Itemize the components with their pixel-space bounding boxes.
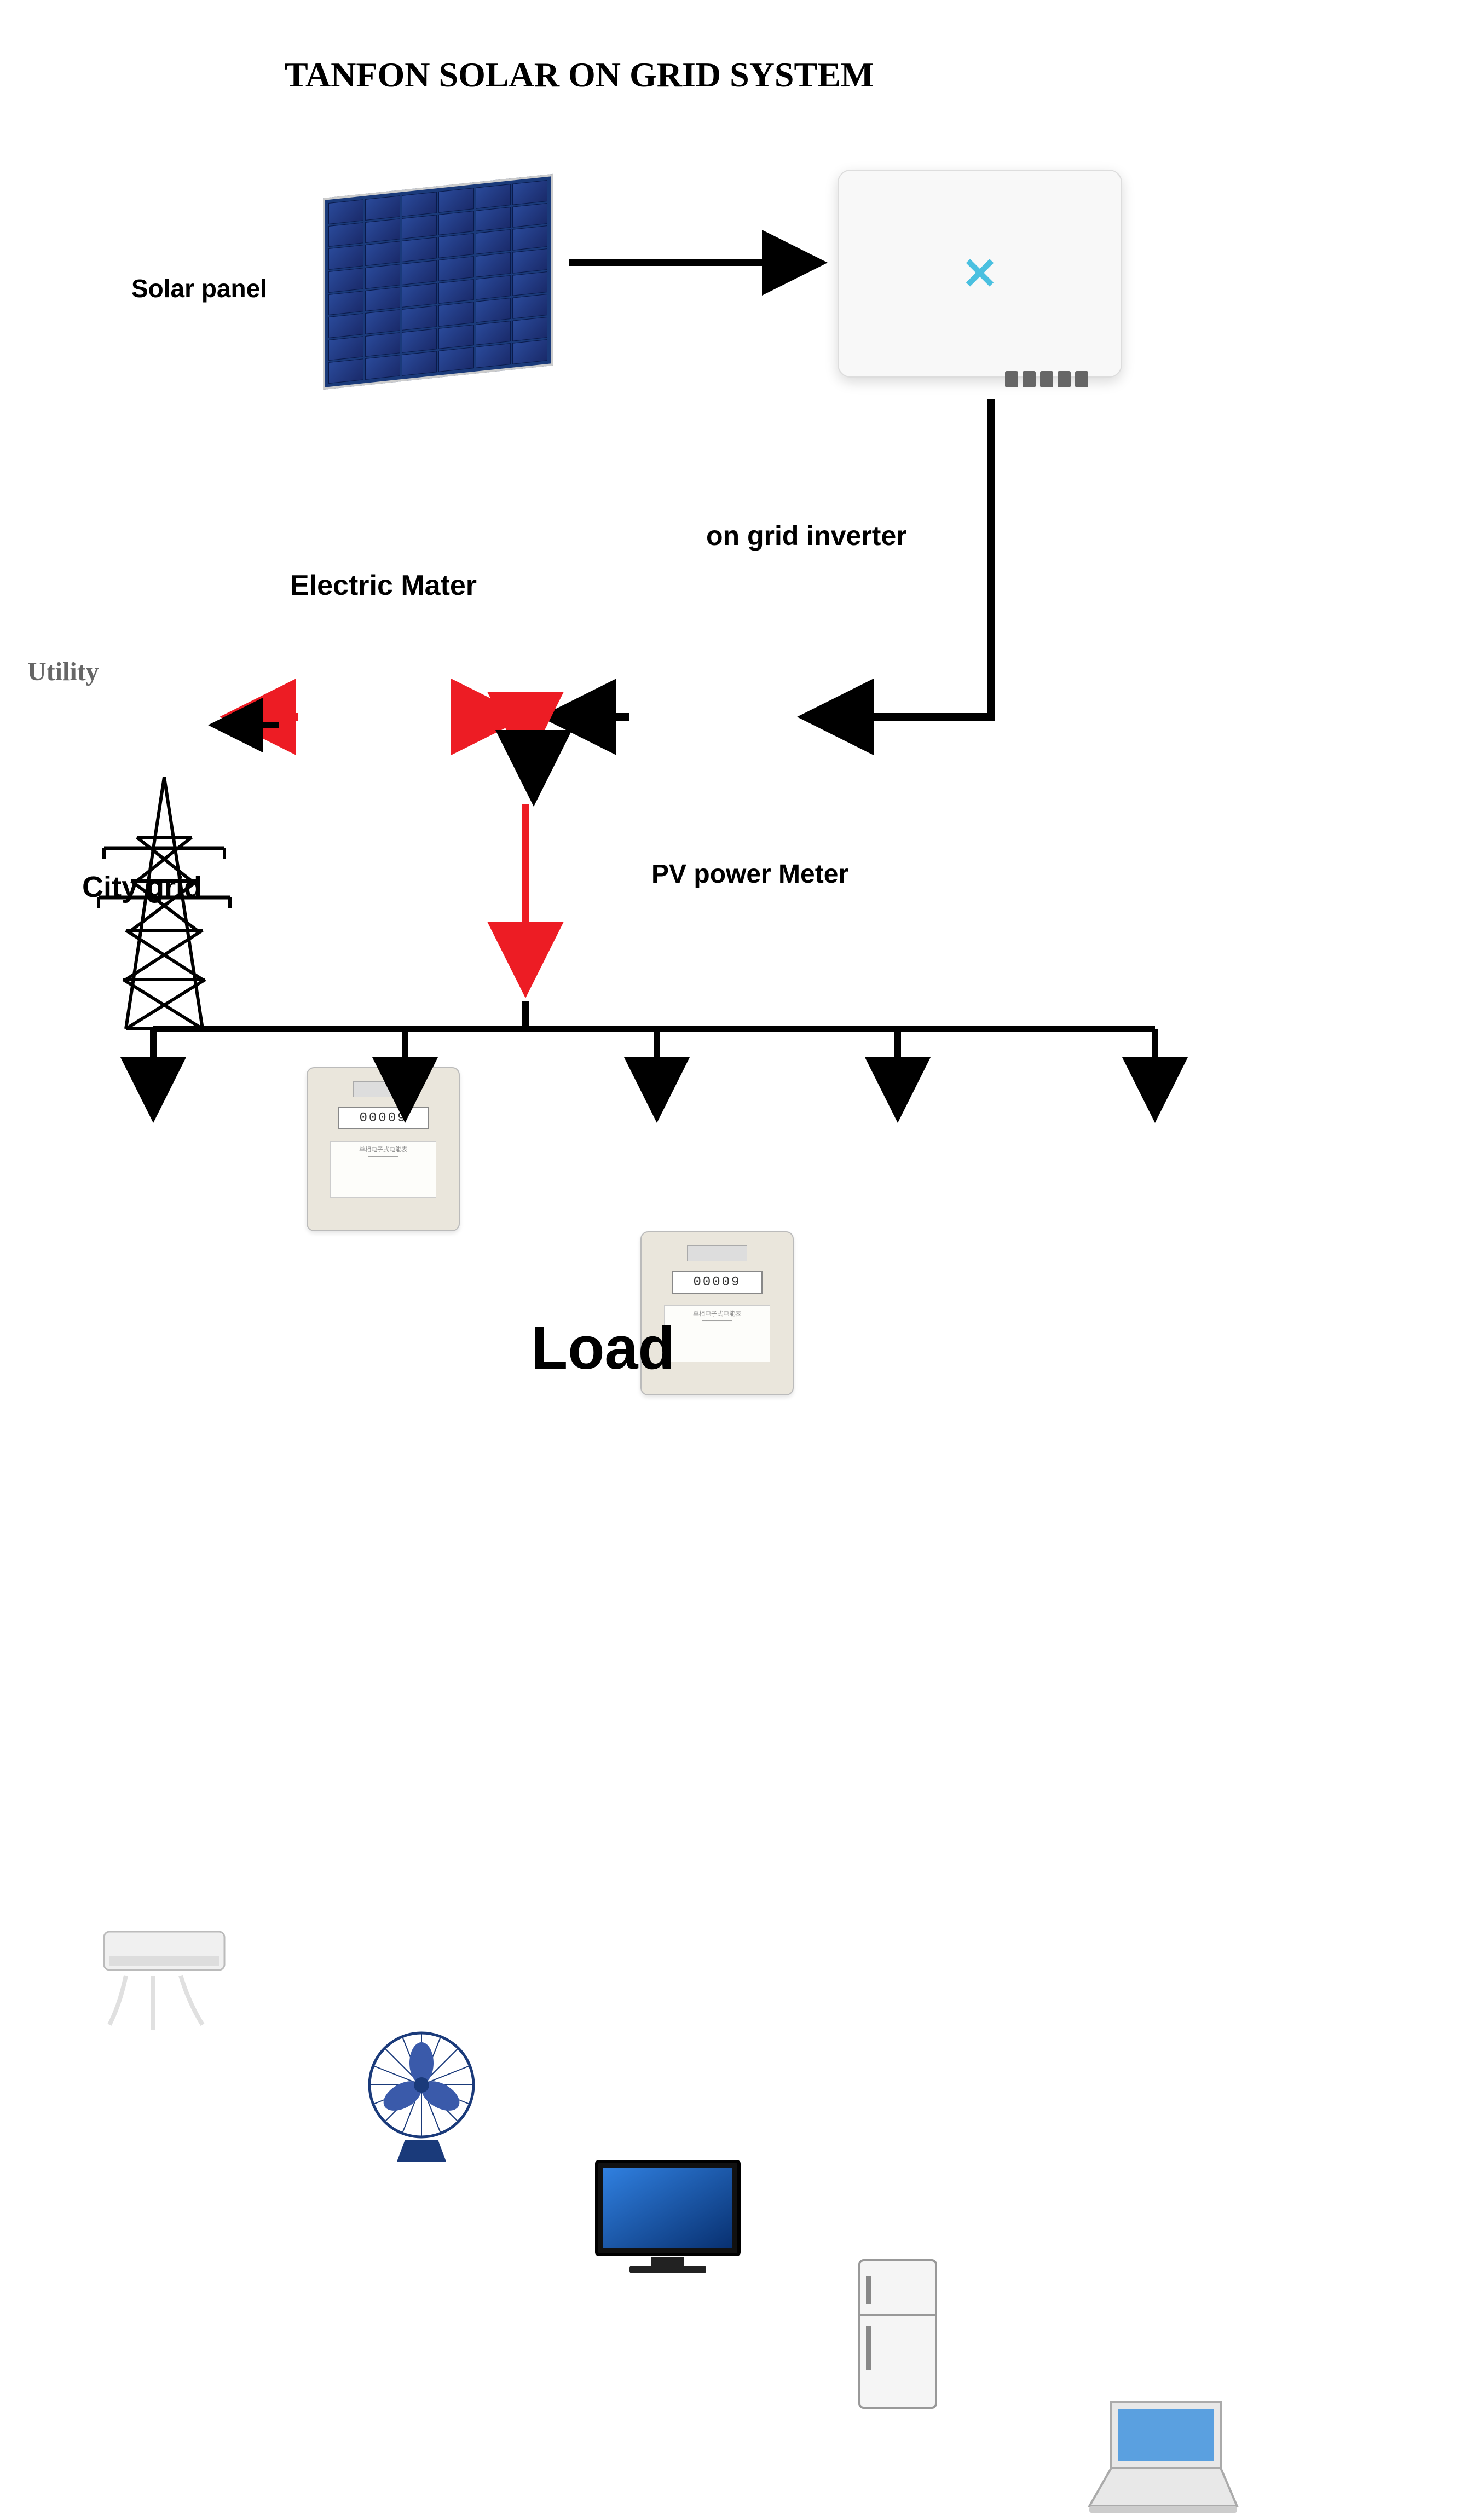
utility-label: Utility [27,657,99,687]
solar-panel-label: Solar panel [131,274,267,303]
electric-meter-display: 00009 [338,1107,429,1129]
laptop-icon [1078,2397,1221,2517]
diagram-title: TANFON SOLAR ON GRID SYSTEM [285,55,874,95]
fridge-icon [843,2255,985,2375]
inverter-logo-icon: ✕ [961,248,998,299]
pv-meter-label: PV power Meter [651,859,848,889]
electric-meter-label: Electric Mater [290,569,477,602]
load-label: Load [531,1313,675,1383]
pv-meter-display: 00009 [672,1271,763,1294]
solar-panel-icon [323,186,553,378]
city-grid-label: City grid [82,870,202,904]
air-conditioner-icon [93,1915,235,2036]
inverter-icon: ✕ [838,170,1122,378]
tv-icon [591,2156,734,2276]
electric-meter-icon: 00009 单相电子式电能表─────── [307,1067,460,1231]
inverter-label: on grid inverter [706,520,907,552]
fan-icon [350,2025,493,2145]
flow-arrow [805,399,991,717]
